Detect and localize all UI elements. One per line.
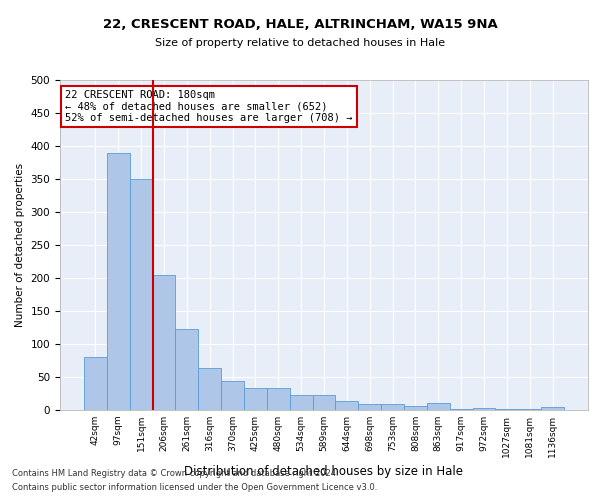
Bar: [335, 402, 358, 410]
Bar: [84, 357, 107, 410]
Text: Contains HM Land Registry data © Crown copyright and database right 2024.: Contains HM Land Registry data © Crown c…: [12, 468, 338, 477]
Bar: [130, 179, 152, 410]
Text: Size of property relative to detached houses in Hale: Size of property relative to detached ho…: [155, 38, 445, 48]
Bar: [541, 408, 564, 410]
Bar: [473, 408, 496, 410]
X-axis label: Distribution of detached houses by size in Hale: Distribution of detached houses by size …: [185, 466, 464, 478]
Bar: [152, 274, 175, 410]
Bar: [404, 406, 427, 410]
Bar: [290, 396, 313, 410]
Bar: [381, 404, 404, 410]
Bar: [450, 408, 473, 410]
Bar: [267, 388, 290, 410]
Bar: [107, 152, 130, 410]
Bar: [358, 404, 381, 410]
Text: 22 CRESCENT ROAD: 180sqm
← 48% of detached houses are smaller (652)
52% of semi-: 22 CRESCENT ROAD: 180sqm ← 48% of detach…: [65, 90, 353, 123]
Text: 22, CRESCENT ROAD, HALE, ALTRINCHAM, WA15 9NA: 22, CRESCENT ROAD, HALE, ALTRINCHAM, WA1…: [103, 18, 497, 30]
Bar: [313, 395, 335, 410]
Bar: [244, 388, 267, 410]
Y-axis label: Number of detached properties: Number of detached properties: [15, 163, 25, 327]
Bar: [427, 404, 450, 410]
Bar: [198, 368, 221, 410]
Bar: [221, 381, 244, 410]
Bar: [175, 330, 198, 410]
Text: Contains public sector information licensed under the Open Government Licence v3: Contains public sector information licen…: [12, 484, 377, 492]
